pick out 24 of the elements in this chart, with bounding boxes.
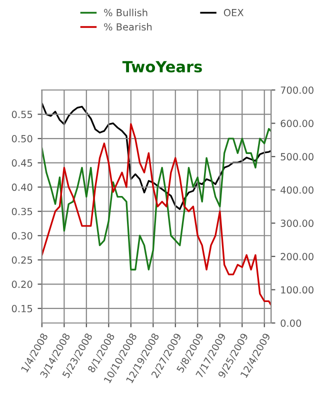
y2-tick-label: 300.00 [280, 220, 314, 227]
legend-label: % Bullish [104, 8, 148, 16]
line-series [42, 123, 272, 306]
y2-tick-label: 0.00 [280, 319, 302, 327]
y-tick-label: 0.35 [12, 208, 32, 216]
y-tick-label: 0.15 [12, 304, 32, 312]
y-tick-label: 0.30 [12, 232, 32, 240]
y-tick-label: 0.25 [12, 256, 32, 264]
legend-label: % Bearish [104, 23, 152, 31]
line-series [42, 102, 272, 210]
y2-tick-label: 200.00 [280, 252, 314, 260]
y-tick-label: 0.55 [12, 110, 32, 118]
legend-label: OEX [224, 8, 244, 16]
y-tick-label: 0.40 [12, 184, 32, 191]
line-series [42, 128, 272, 270]
y2-tick-label: 600.00 [280, 120, 314, 128]
y-tick-label: 0.45 [12, 159, 32, 167]
chart-title: TwoYears [122, 61, 202, 72]
y2-tick-label: 100.00 [281, 286, 314, 294]
y2-tick-label: 700.00 [280, 86, 314, 94]
y-tick-label: 0.50 [12, 135, 32, 142]
y2-tick-label: 400.00 [280, 186, 314, 194]
y-tick-label: 0.20 [12, 280, 32, 288]
y2-tick-label: 500.00 [280, 153, 314, 160]
